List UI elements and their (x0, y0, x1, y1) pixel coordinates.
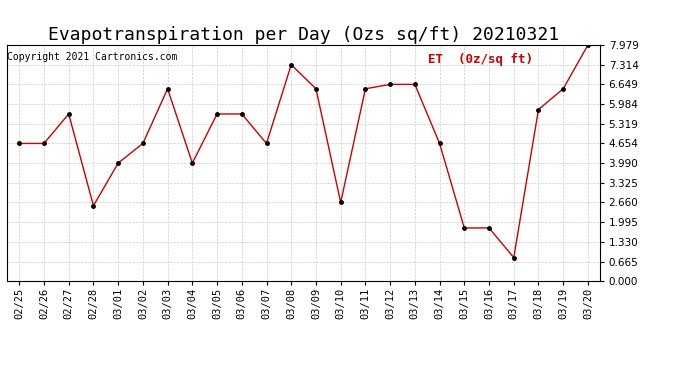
Text: ET  (0z/sq ft): ET (0z/sq ft) (428, 53, 533, 66)
Text: Evapotranspiration per Day (Ozs sq/ft) 20210321: Evapotranspiration per Day (Ozs sq/ft) 2… (48, 26, 559, 44)
Text: Copyright 2021 Cartronics.com: Copyright 2021 Cartronics.com (7, 53, 177, 63)
